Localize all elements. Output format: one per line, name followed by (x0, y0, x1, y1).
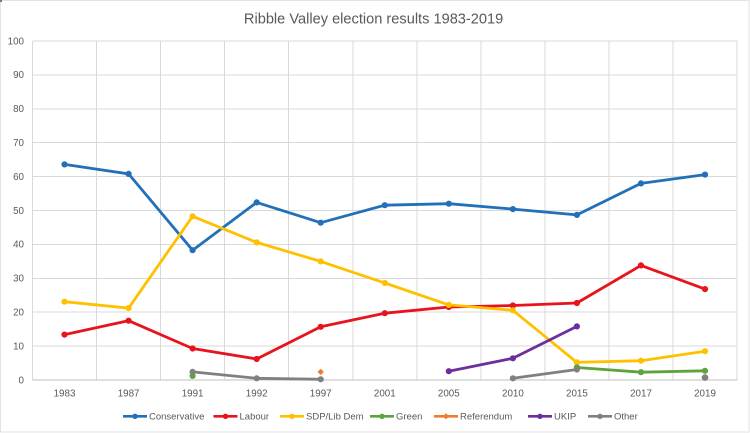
svg-text:2005: 2005 (438, 389, 460, 400)
svg-text:0: 0 (19, 375, 25, 386)
svg-text:2015: 2015 (566, 389, 588, 400)
svg-text:10: 10 (13, 341, 24, 352)
svg-text:1983: 1983 (54, 389, 76, 400)
svg-text:1991: 1991 (182, 389, 204, 400)
svg-text:Other: Other (614, 412, 638, 423)
svg-text:Labour: Labour (240, 412, 270, 423)
svg-text:2017: 2017 (630, 389, 652, 400)
svg-text:2019: 2019 (694, 389, 716, 400)
svg-text:50: 50 (13, 206, 24, 217)
svg-text:100: 100 (8, 36, 25, 47)
svg-text:80: 80 (13, 104, 24, 115)
svg-text:SDP/Lib Dem: SDP/Lib Dem (306, 412, 364, 423)
svg-text:2010: 2010 (502, 389, 524, 400)
svg-text:1992: 1992 (246, 389, 268, 400)
svg-text:90: 90 (13, 70, 24, 81)
svg-text:40: 40 (13, 240, 24, 251)
svg-text:Conservative: Conservative (149, 412, 204, 423)
svg-text:20: 20 (13, 308, 24, 319)
svg-text:2001: 2001 (374, 389, 396, 400)
svg-text:Referendum: Referendum (460, 412, 512, 423)
svg-text:1997: 1997 (310, 389, 332, 400)
svg-text:30: 30 (13, 274, 24, 285)
svg-text:1987: 1987 (118, 389, 140, 400)
svg-text:Ribble Valley election results: Ribble Valley election results 1983-2019 (244, 12, 503, 28)
svg-text:Green: Green (396, 412, 422, 423)
svg-text:UKIP: UKIP (554, 412, 576, 423)
svg-text:70: 70 (13, 138, 24, 149)
svg-text:60: 60 (13, 172, 24, 183)
